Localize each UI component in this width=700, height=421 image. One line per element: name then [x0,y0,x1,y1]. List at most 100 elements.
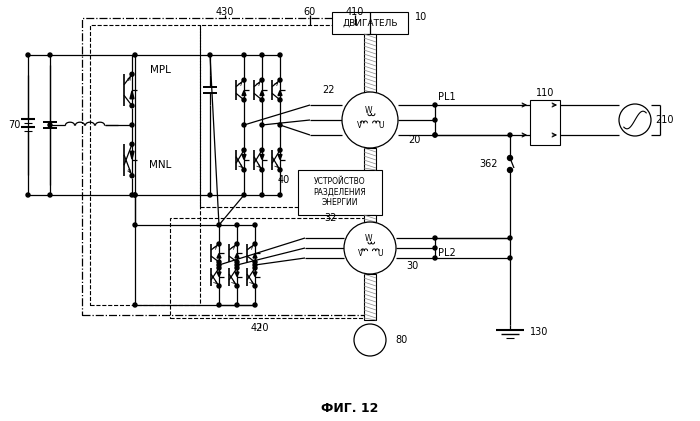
Circle shape [242,168,246,172]
Circle shape [26,193,30,197]
Text: 20: 20 [408,135,421,145]
Circle shape [619,104,651,136]
Circle shape [235,223,239,227]
Polygon shape [217,272,221,277]
Polygon shape [260,155,264,160]
Circle shape [130,104,134,108]
Text: PL1: PL1 [438,92,456,102]
Text: 110: 110 [536,88,554,98]
Circle shape [253,303,257,307]
Circle shape [253,223,257,227]
Circle shape [508,168,512,173]
Circle shape [133,303,137,307]
Text: 40: 40 [278,175,290,185]
Circle shape [133,193,137,197]
Text: V: V [358,249,363,258]
Polygon shape [278,91,282,96]
Text: 30: 30 [406,261,419,271]
Circle shape [130,174,134,178]
Circle shape [508,133,512,137]
Circle shape [242,148,246,152]
Polygon shape [242,91,246,96]
Circle shape [242,98,246,102]
Text: 80: 80 [395,335,407,345]
Bar [200,25,368,207]
Text: ФИГ. 12: ФИГ. 12 [321,402,379,415]
Circle shape [260,168,264,172]
Circle shape [217,242,221,246]
Circle shape [48,53,52,57]
Text: 10: 10 [415,12,427,22]
Circle shape [278,168,282,172]
Polygon shape [260,91,264,96]
Circle shape [217,303,221,307]
Circle shape [235,242,239,246]
Circle shape [48,123,52,127]
Text: 420: 420 [251,323,270,333]
Text: 130: 130 [530,327,548,337]
Text: 210: 210 [655,115,673,125]
Bar [364,274,376,320]
Circle shape [217,284,221,288]
Circle shape [235,303,239,307]
Bar [170,218,368,318]
Circle shape [508,256,512,260]
Circle shape [278,193,282,197]
Circle shape [217,223,221,227]
Circle shape [260,53,264,57]
Circle shape [130,123,134,127]
Circle shape [253,242,257,246]
Circle shape [217,260,221,264]
Circle shape [278,123,282,127]
Circle shape [354,324,386,356]
Text: U: U [377,249,383,258]
Circle shape [235,266,239,270]
Circle shape [433,246,437,250]
Polygon shape [235,272,239,277]
Text: 70: 70 [8,120,20,130]
Circle shape [242,193,246,197]
Polygon shape [278,155,282,160]
Circle shape [260,148,264,152]
Circle shape [433,236,437,240]
Circle shape [130,142,134,146]
Circle shape [208,53,212,57]
Bar [82,18,370,315]
Circle shape [133,223,137,227]
Circle shape [508,155,512,160]
Circle shape [130,72,134,76]
Text: 32: 32 [325,213,337,223]
Circle shape [130,193,134,197]
Circle shape [508,236,512,240]
Bar [298,170,382,215]
Circle shape [278,148,282,152]
Circle shape [235,284,239,288]
Circle shape [253,263,257,267]
Circle shape [278,98,282,102]
Text: 362: 362 [480,159,498,169]
Circle shape [342,92,398,148]
Circle shape [133,193,137,197]
Circle shape [278,78,282,82]
Circle shape [433,256,437,260]
Text: PL2: PL2 [438,248,456,258]
Bar [364,148,376,170]
Text: U: U [378,121,384,130]
Circle shape [208,193,212,197]
Circle shape [235,263,239,267]
Text: ДВИГАТЕЛЬ: ДВИГАТЕЛЬ [342,19,398,27]
Circle shape [253,260,257,264]
Circle shape [260,193,264,197]
Text: 60: 60 [304,7,316,17]
Text: W: W [365,106,372,115]
Circle shape [260,78,264,82]
Polygon shape [253,253,257,258]
Text: 22: 22 [323,85,335,95]
Circle shape [344,222,396,274]
Text: W: W [365,234,372,243]
Circle shape [260,98,264,102]
Polygon shape [235,253,239,258]
Text: 430: 430 [216,7,234,17]
Bar [530,100,560,145]
Circle shape [48,193,52,197]
